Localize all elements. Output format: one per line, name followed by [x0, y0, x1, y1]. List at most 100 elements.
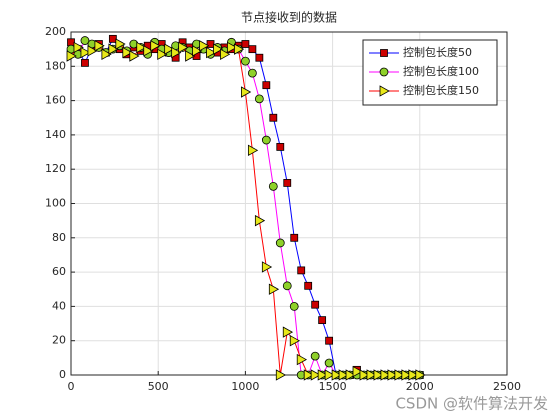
x-tick-label: 1000 [231, 380, 259, 393]
marker [324, 369, 335, 381]
marker [325, 336, 334, 345]
y-tick-label: 0 [59, 368, 66, 381]
marker [345, 369, 356, 381]
marker [136, 41, 147, 54]
marker [255, 53, 264, 62]
marker [408, 369, 419, 381]
marker [206, 40, 215, 48]
marker [268, 181, 278, 191]
y-tick-label: 60 [52, 265, 66, 278]
marker [310, 369, 321, 381]
marker [275, 369, 287, 381]
marker [380, 49, 388, 57]
marker [261, 135, 271, 145]
chart-title: 节点接收到的数据 [241, 10, 337, 25]
marker [261, 261, 273, 273]
marker [373, 369, 384, 381]
marker [282, 281, 292, 291]
marker [254, 214, 266, 227]
marker [262, 81, 271, 90]
marker [387, 369, 398, 381]
marker [352, 365, 363, 378]
y-tick-label: 160 [45, 94, 66, 107]
marker [269, 113, 278, 122]
marker [129, 50, 140, 62]
marker [108, 43, 119, 55]
marker [289, 301, 299, 311]
marker [73, 41, 84, 54]
marker [247, 68, 257, 78]
marker [415, 369, 426, 381]
axes-box [70, 31, 508, 376]
legend-label: 控制包长度150 [403, 83, 479, 97]
marker [157, 48, 168, 60]
marker [311, 300, 320, 309]
marker [192, 45, 203, 57]
marker [359, 369, 370, 381]
marker [289, 335, 301, 347]
marker [282, 326, 294, 338]
marker [66, 50, 77, 62]
watermark: CSDN @软件算法开发 [395, 395, 548, 413]
marker [178, 41, 189, 54]
marker [241, 40, 250, 48]
marker [297, 266, 306, 275]
x-tick-label: 1500 [319, 380, 347, 393]
marker [379, 67, 389, 77]
y-tick-label: 20 [52, 334, 66, 347]
y-tick-label: 140 [45, 128, 66, 141]
marker [240, 56, 250, 66]
marker [80, 46, 91, 59]
marker [290, 233, 299, 242]
marker [234, 43, 245, 55]
marker [310, 351, 320, 361]
marker [227, 41, 238, 54]
marker [317, 369, 328, 381]
marker [240, 86, 252, 98]
marker [87, 45, 98, 57]
legend-label: 控制包长度100 [403, 64, 479, 78]
marker [304, 281, 313, 290]
marker [108, 34, 117, 43]
marker [164, 43, 175, 55]
marker [122, 46, 133, 59]
marker [254, 94, 264, 104]
marker [401, 369, 412, 381]
marker [324, 358, 334, 368]
marker [115, 38, 126, 50]
marker [150, 40, 161, 52]
marker [303, 369, 315, 381]
marker [143, 45, 154, 57]
marker [318, 316, 327, 325]
marker [67, 38, 75, 47]
marker [220, 48, 231, 60]
marker [366, 369, 377, 381]
marker [80, 36, 90, 45]
marker [171, 46, 182, 59]
marker [247, 144, 259, 157]
marker [268, 283, 280, 295]
marker [380, 369, 391, 381]
x-tick-label: 2000 [406, 380, 434, 393]
marker [206, 46, 217, 59]
legend: 控制包长度50 控制包长度100 控制包长度150 [362, 39, 498, 106]
marker [199, 40, 210, 52]
marker [248, 45, 257, 54]
y-tick-label: 120 [45, 162, 66, 175]
marker [213, 43, 224, 55]
marker [275, 238, 285, 248]
marker [379, 85, 390, 97]
y-tick-label: 100 [45, 197, 66, 210]
x-tick-label: 500 [148, 380, 169, 393]
marker [185, 50, 196, 62]
marker [94, 40, 105, 52]
y-tick-label: 200 [45, 25, 66, 38]
y-tick-label: 180 [45, 59, 66, 72]
marker [101, 48, 112, 60]
marker [331, 369, 342, 381]
x-tick-label: 2500 [493, 380, 521, 393]
legend-label: 控制包长度50 [403, 45, 472, 59]
x-tick-label: 0 [68, 380, 75, 393]
marker [296, 353, 308, 366]
